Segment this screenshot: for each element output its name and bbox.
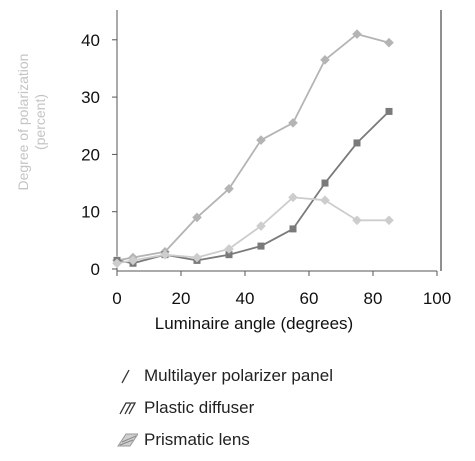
x-tick-label: 40 xyxy=(236,289,255,308)
y-axis-label-line1: Degree of polarization xyxy=(15,53,31,191)
series-3-point xyxy=(352,215,362,226)
series-3-point xyxy=(112,258,122,269)
y-tick-label: 30 xyxy=(81,88,100,107)
x-axis-label: Luminaire angle (degrees) xyxy=(155,314,353,333)
series-2-point xyxy=(257,242,265,250)
series-3-point xyxy=(384,215,394,226)
series-line-1 xyxy=(116,33,390,262)
series-3-point xyxy=(256,221,266,231)
series-1-point xyxy=(320,55,330,65)
legend-item-multilayer: Multilayer polarizer panel xyxy=(116,360,333,392)
legend-label: Prismatic lens xyxy=(144,430,250,449)
legend: Multilayer polarizer panel Plastic diffu… xyxy=(116,360,333,456)
series-1-point xyxy=(192,212,202,223)
x-tick-label: 60 xyxy=(300,289,319,308)
series-1-point xyxy=(352,29,362,39)
series-layer xyxy=(112,29,394,269)
y-axis-label: Degree of polarization (percent) xyxy=(6,22,58,222)
series-3-point xyxy=(192,252,202,263)
series-line-3 xyxy=(116,196,389,265)
chart-svg: 0 20 40 60 80 100 0 10 20 30 40 Luminaire angle (d… xyxy=(81,10,451,333)
x-tick-label: 80 xyxy=(364,289,383,308)
y-tick-label: 20 xyxy=(81,145,100,164)
series-3-point xyxy=(224,244,234,254)
x-tick-label: 0 xyxy=(112,289,121,308)
series-2-point xyxy=(385,107,393,115)
x-tick-label: 20 xyxy=(172,289,191,308)
y-tick-label: 0 xyxy=(91,260,100,279)
series-3-point xyxy=(128,255,138,266)
legend-label: Multilayer polarizer panel xyxy=(144,366,333,385)
hatched-swatch-icon xyxy=(117,433,138,447)
axes: 0 20 40 60 80 100 0 10 20 30 40 xyxy=(81,10,451,308)
series-1-point xyxy=(256,135,266,145)
series-2-point xyxy=(321,179,329,187)
x-tick-label: 100 xyxy=(423,289,451,308)
series-1-point xyxy=(224,183,234,194)
series-line-2 xyxy=(116,110,390,265)
y-tick-label: 10 xyxy=(81,203,100,222)
series-3-point xyxy=(320,195,330,206)
legend-item-prismatic: Prismatic lens xyxy=(116,424,333,456)
legend-label: Plastic diffuser xyxy=(144,398,255,417)
double-slash-icon xyxy=(119,402,137,415)
series-2-point xyxy=(353,139,361,147)
series-2-point xyxy=(225,251,233,259)
y-tick-label: 40 xyxy=(81,31,100,50)
slash-icon xyxy=(121,369,130,384)
y-axis-label-line2: (percent) xyxy=(32,93,48,151)
series-1-point xyxy=(384,37,394,48)
series-3-point xyxy=(160,249,170,260)
series-3-point xyxy=(288,192,298,203)
legend-item-plastic: Plastic diffuser xyxy=(116,392,333,424)
series-2-point xyxy=(289,225,297,233)
series-1-point xyxy=(288,118,298,128)
